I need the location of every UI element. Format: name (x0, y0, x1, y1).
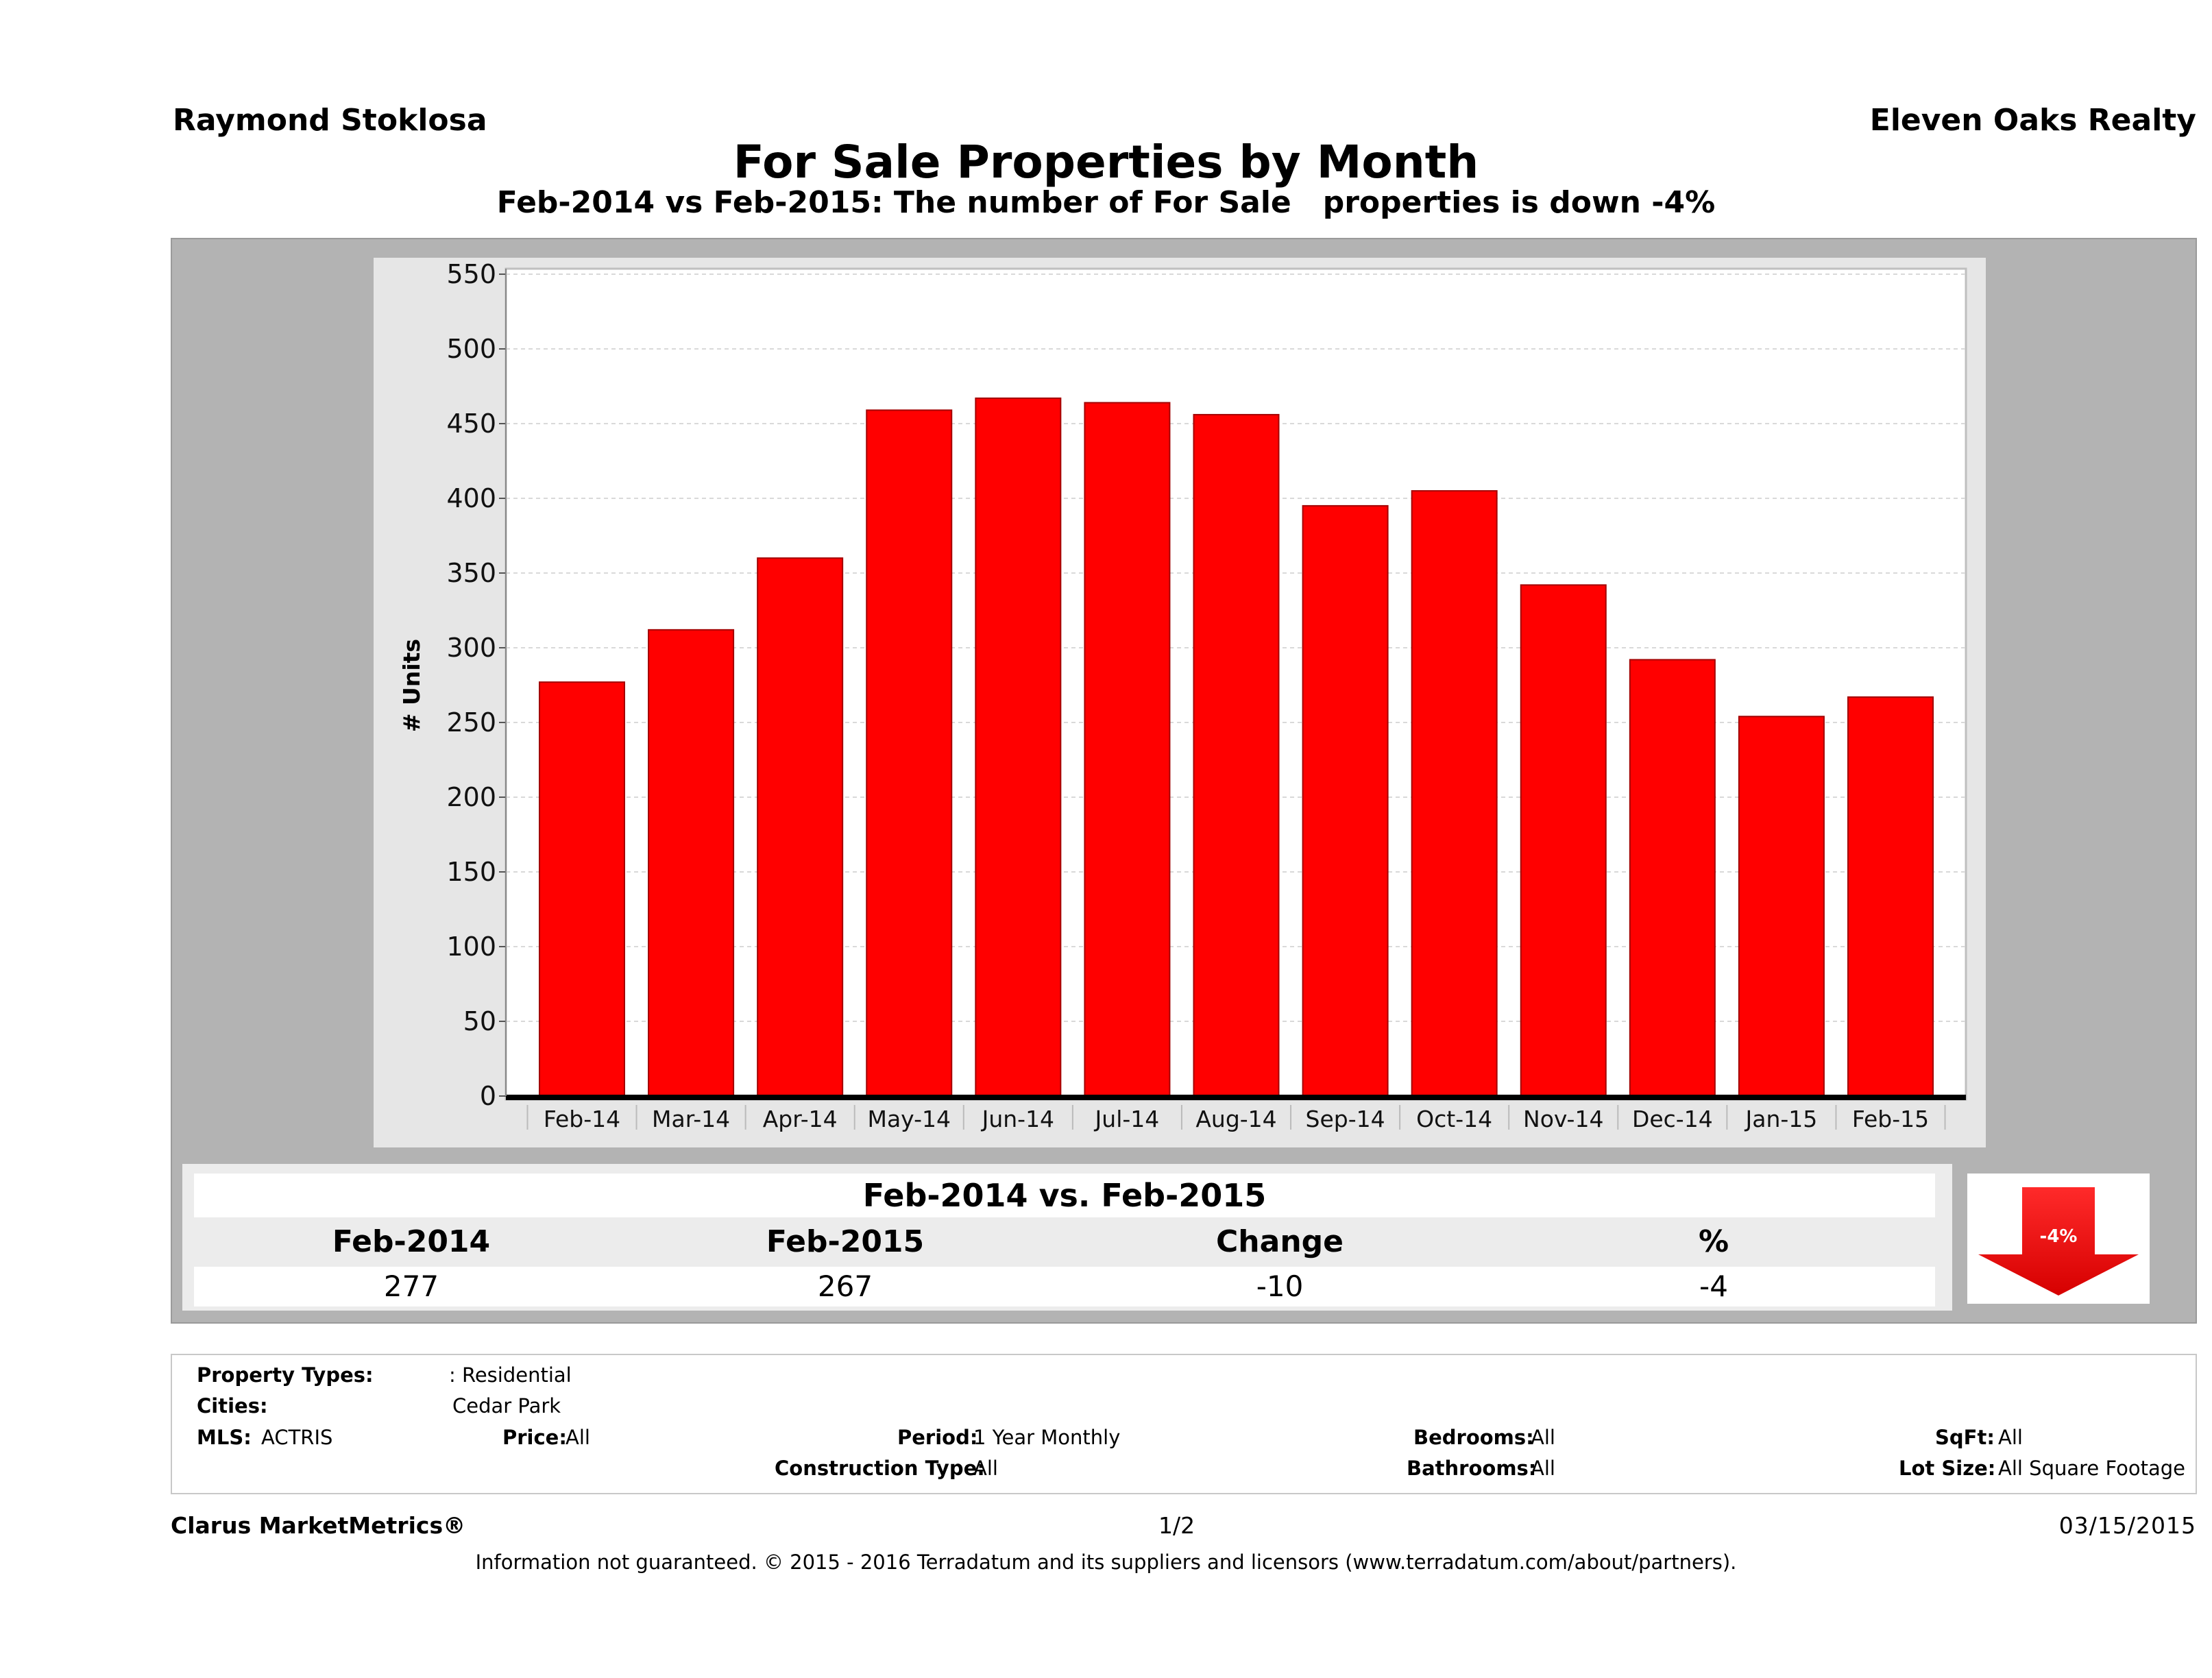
x-tick-label: May-14 (867, 1106, 951, 1132)
x-tick-label: Jul-14 (1094, 1106, 1160, 1132)
y-tick-label: 200 (446, 782, 496, 812)
construction-type-value: All (973, 1457, 998, 1480)
summary-header-feb2014: Feb-2014 (332, 1224, 491, 1259)
bar-oct-14 (1411, 490, 1498, 1097)
summary-value-percent: -4 (1699, 1269, 1728, 1303)
product-name: Clarus MarketMetrics® (171, 1512, 466, 1539)
y-tick-label: 50 (463, 1006, 496, 1036)
bar-aug-14 (1193, 413, 1280, 1097)
y-tick-label: 500 (446, 334, 496, 364)
y-tick-label: 150 (446, 857, 496, 887)
cities-label: Cities: (197, 1394, 268, 1418)
x-tick-label: Nov-14 (1523, 1106, 1603, 1132)
construction-type-label: Construction Type: (775, 1457, 985, 1480)
y-tick-label: 0 (480, 1081, 496, 1111)
page-number: 1/2 (1158, 1512, 1195, 1539)
summary-header-feb2015: Feb-2015 (766, 1224, 925, 1259)
change-indicator-box: -4% (1967, 1174, 2150, 1304)
summary-header-change: Change (1216, 1224, 1344, 1259)
bar-nov-14 (1520, 584, 1607, 1097)
x-tick-label: Jun-14 (981, 1106, 1054, 1132)
y-tick-label: 400 (446, 483, 496, 513)
bar-jun-14 (975, 397, 1062, 1097)
y-tick-label: 100 (446, 932, 496, 962)
summary-title: Feb-2014 vs. Feb-2015 (862, 1177, 1267, 1214)
price-value: All (566, 1426, 590, 1449)
y-tick-label: 550 (446, 259, 496, 289)
y-tick-label: 250 (446, 707, 496, 738)
y-tick-label: 450 (446, 409, 496, 439)
x-tick-label: Oct-14 (1416, 1106, 1492, 1132)
report-date: 03/15/2015 (2058, 1512, 2196, 1539)
bedrooms-value: All (1531, 1426, 1555, 1449)
x-tick-label: Aug-14 (1195, 1106, 1276, 1132)
property-types-label: Property Types: (197, 1363, 374, 1387)
disclaimer: Information not guaranteed. © 2015 - 201… (475, 1551, 1737, 1574)
bedrooms-label: Bedrooms: (1413, 1426, 1534, 1449)
x-tick-label: Mar-14 (652, 1106, 730, 1132)
price-label: Price: (502, 1426, 567, 1449)
bar-sep-14 (1302, 504, 1389, 1097)
mls-value: ACTRIS (261, 1426, 333, 1449)
summary-value-change: -10 (1256, 1269, 1304, 1303)
summary-values-row (194, 1267, 1935, 1306)
sqft-value: All (1998, 1426, 2023, 1449)
bar-dec-14 (1629, 659, 1716, 1097)
bar-feb-15 (1847, 696, 1934, 1097)
chart-subtitle: Feb-2014 vs Feb-2015: The number of For … (496, 185, 1716, 220)
summary-title-row (194, 1174, 1935, 1217)
bar-jul-14 (1084, 402, 1171, 1097)
lot-size-value: All Square Footage (1998, 1457, 2186, 1480)
bar-mar-14 (648, 629, 735, 1097)
agent-name: Raymond Stoklosa (173, 103, 487, 138)
property-types-value: : Residential (449, 1363, 572, 1387)
x-tick-label: Feb-14 (544, 1106, 620, 1132)
bathrooms-label: Bathrooms: (1407, 1457, 1537, 1480)
lot-size-label: Lot Size: (1899, 1457, 1996, 1480)
x-tick-label: Jan-15 (1745, 1106, 1818, 1132)
cities-value: Cedar Park (452, 1394, 561, 1418)
x-tick-label: Feb-15 (1852, 1106, 1929, 1132)
criteria-box (171, 1354, 2197, 1494)
sqft-label: SqFt: (1935, 1426, 1995, 1449)
summary-value-feb2014: 277 (383, 1269, 439, 1303)
arrow-percent-label: -4% (2040, 1226, 2078, 1247)
bathrooms-value: All (1531, 1457, 1555, 1480)
chart-title: For Sale Properties by Month (733, 136, 1479, 189)
period-value: 1 Year Monthly (973, 1426, 1121, 1449)
summary-value-feb2015: 267 (817, 1269, 873, 1303)
y-tick-label: 350 (446, 558, 496, 588)
x-tick-label: Dec-14 (1632, 1106, 1713, 1132)
down-arrow-icon: -4% (1978, 1187, 2139, 1296)
bar-apr-14 (757, 557, 844, 1097)
bar-jan-15 (1738, 716, 1825, 1097)
bar-feb-14 (539, 681, 625, 1097)
period-label: Period: (897, 1426, 978, 1449)
bar-may-14 (866, 409, 953, 1097)
x-tick-label: Apr-14 (763, 1106, 838, 1132)
brokerage-name: Eleven Oaks Realty (1869, 103, 2196, 138)
mls-label: MLS: (197, 1426, 252, 1449)
summary-header-percent: % (1698, 1224, 1729, 1259)
x-tick-label: Sep-14 (1306, 1106, 1385, 1132)
y-axis-label: # Units (398, 639, 425, 732)
y-tick-label: 300 (446, 633, 496, 663)
